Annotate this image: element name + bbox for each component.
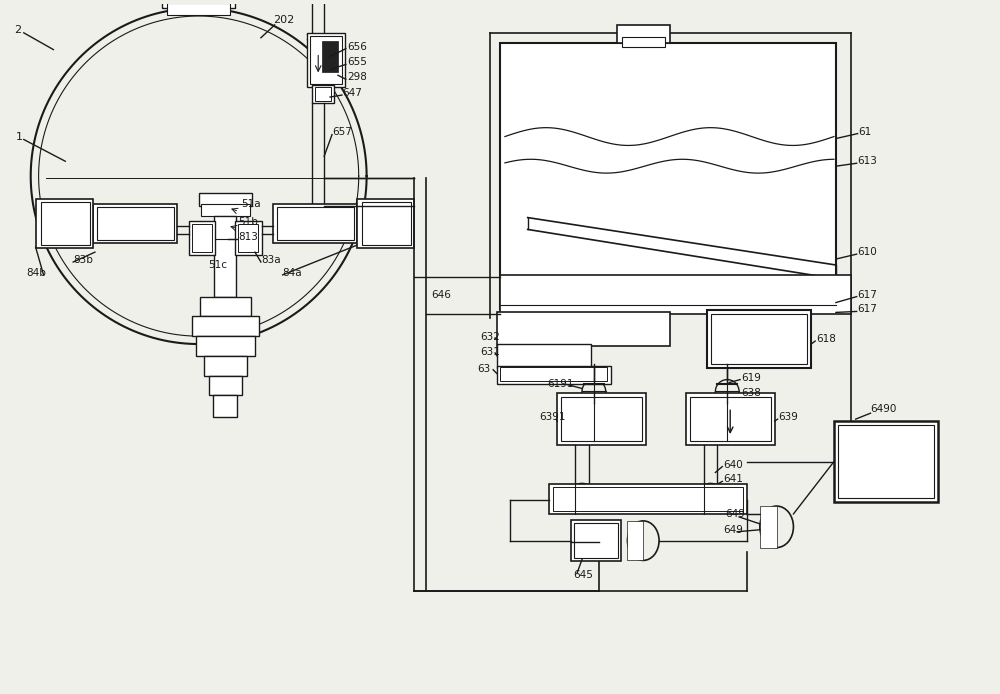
Text: 641: 641 [723,475,743,484]
Text: 1: 1 [16,132,23,142]
Bar [500,366,607,380]
Bar [838,425,934,498]
Bar [557,393,646,445]
Bar [192,224,212,252]
Bar [561,398,642,441]
Bar [167,3,230,15]
Text: 84a: 84a [283,268,302,278]
Text: 51b: 51b [238,217,258,226]
Bar [162,0,235,8]
Bar [497,312,670,346]
Bar [707,310,811,368]
Text: 640: 640 [723,459,743,470]
Bar [189,221,215,255]
Text: 61: 61 [859,126,872,137]
Bar [627,521,643,561]
Bar [97,207,174,240]
Bar [357,198,414,248]
Text: 619: 619 [741,373,761,382]
Text: 51a: 51a [241,198,261,209]
Bar [500,43,836,310]
Bar [192,316,259,336]
Bar [277,207,354,240]
Text: 613: 613 [858,156,878,167]
Text: 6191: 6191 [547,378,574,389]
Bar [214,216,236,296]
Text: 813: 813 [238,232,258,242]
Bar [574,523,618,559]
Bar [322,41,338,72]
Bar [571,520,621,561]
Bar [553,487,743,511]
Text: 84b: 84b [26,268,46,278]
Text: 657: 657 [332,126,352,137]
Text: 656: 656 [347,42,367,51]
Bar [500,275,851,314]
Bar [201,204,250,216]
Text: 617: 617 [858,289,878,300]
Text: 83a: 83a [261,255,281,265]
Bar [834,421,938,502]
Text: 2: 2 [14,25,21,35]
Bar [497,344,591,368]
Text: 647: 647 [342,88,362,98]
Bar [711,314,807,364]
Bar [307,33,345,87]
Bar [196,336,255,356]
Bar [617,25,670,43]
Text: 6391: 6391 [540,412,566,422]
Bar [209,375,242,396]
Text: 617: 617 [858,305,878,314]
Text: 618: 618 [816,334,836,344]
Bar [622,37,665,46]
Bar [315,87,331,101]
Text: 63: 63 [477,364,491,374]
Bar [310,36,342,84]
Bar [213,396,237,417]
Text: 610: 610 [858,247,877,257]
Text: 51c: 51c [209,260,228,270]
Bar [273,204,357,244]
Text: 638: 638 [741,389,761,398]
Text: 639: 639 [779,412,798,422]
Bar [686,393,775,445]
Bar [36,198,93,248]
Text: 645: 645 [573,570,593,580]
Bar [549,484,747,514]
Bar [200,296,251,316]
Text: 649: 649 [723,525,743,535]
Text: 649: 649 [725,509,745,519]
Bar [238,224,258,252]
Bar [93,204,177,244]
Text: 6490: 6490 [870,404,897,414]
Bar [497,366,611,384]
Bar [204,356,247,375]
Text: 631: 631 [480,347,500,357]
Text: 632: 632 [480,332,500,342]
Bar [235,221,262,255]
Bar [312,85,334,103]
Text: 298: 298 [347,72,367,83]
Bar [760,506,777,548]
Bar [690,398,771,441]
Text: 655: 655 [347,58,367,67]
Bar [41,202,90,245]
Text: 83b: 83b [73,255,93,265]
Text: 202: 202 [273,15,294,25]
Text: 646: 646 [431,289,451,300]
Bar [362,202,411,245]
Bar [199,193,252,205]
